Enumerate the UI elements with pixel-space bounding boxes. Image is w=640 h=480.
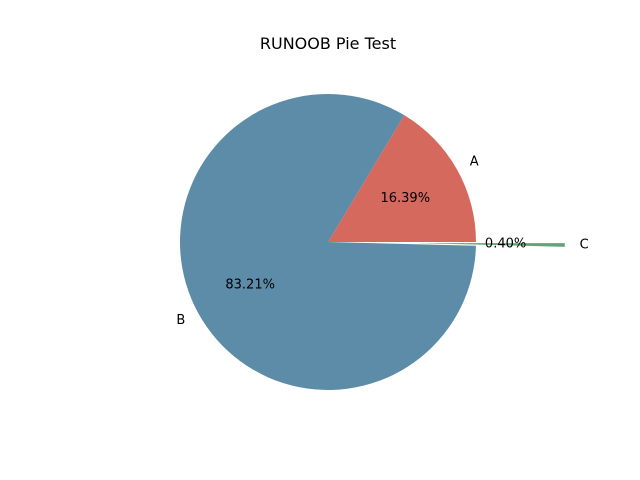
slice-label-b: B xyxy=(176,313,185,328)
chart-title: RUNOOB Pie Test xyxy=(260,34,396,53)
percent-label-b: 83.21% xyxy=(225,277,275,292)
percent-label-c: 0.40% xyxy=(485,237,526,252)
pie-slice-c xyxy=(416,243,565,247)
slice-label-a: A xyxy=(470,154,479,169)
slice-labels: A B C xyxy=(176,154,588,328)
percent-labels: 16.39% 83.21% 0.40% xyxy=(225,191,526,292)
pie-slice-a xyxy=(328,115,476,242)
percent-label-a: 16.39% xyxy=(380,191,430,206)
pie-slices xyxy=(179,94,565,390)
slice-label-c: C xyxy=(580,238,589,253)
pie-slice-b xyxy=(179,94,476,390)
